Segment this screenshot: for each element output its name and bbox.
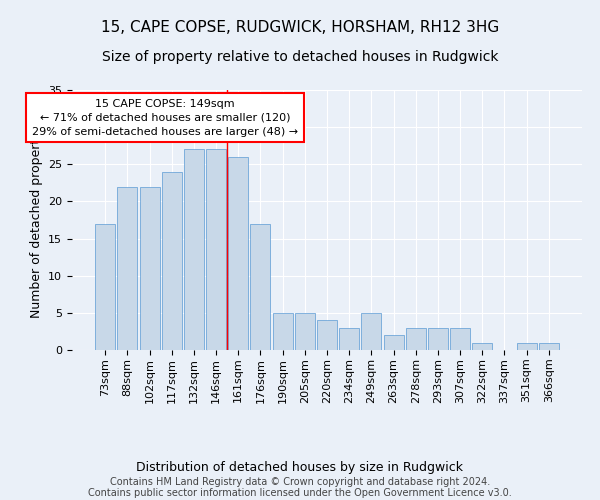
Bar (295, 313, 315, 350)
Bar (317, 320, 337, 350)
Bar (450, 328, 470, 350)
Text: Distribution of detached houses by size in Rudgwick: Distribution of detached houses by size … (137, 461, 464, 474)
Text: 15 CAPE COPSE: 149sqm
← 71% of detached houses are smaller (120)
29% of semi-det: 15 CAPE COPSE: 149sqm ← 71% of detached … (32, 99, 298, 137)
Y-axis label: Number of detached properties: Number of detached properties (29, 122, 43, 318)
Bar (361, 313, 382, 350)
Bar (339, 328, 359, 350)
Bar (406, 328, 426, 350)
Bar (95, 224, 115, 350)
Bar (383, 335, 404, 350)
Bar (184, 150, 204, 350)
Bar (140, 186, 160, 350)
Bar (428, 328, 448, 350)
Bar (517, 342, 536, 350)
Bar (228, 157, 248, 350)
Bar (118, 186, 137, 350)
Bar (250, 224, 271, 350)
Bar (472, 342, 492, 350)
Bar (162, 172, 182, 350)
Text: Contains HM Land Registry data © Crown copyright and database right 2024.
Contai: Contains HM Land Registry data © Crown c… (88, 476, 512, 498)
Bar (206, 150, 226, 350)
Bar (539, 342, 559, 350)
Bar (272, 313, 293, 350)
Text: Size of property relative to detached houses in Rudgwick: Size of property relative to detached ho… (102, 50, 498, 64)
Text: 15, CAPE COPSE, RUDGWICK, HORSHAM, RH12 3HG: 15, CAPE COPSE, RUDGWICK, HORSHAM, RH12 … (101, 20, 499, 35)
